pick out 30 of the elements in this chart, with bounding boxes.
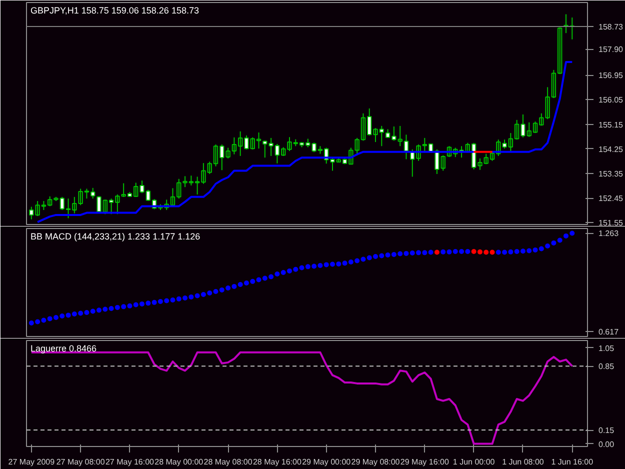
chart-title: Laguerre 0.8466 <box>30 344 97 354</box>
chart-title: BB MACD (144,233,21) 1.233 1.177 1.126 <box>30 232 200 242</box>
y-tick-label: 154.25 <box>598 144 624 154</box>
x-tick-label: 28 May 16:00 <box>252 458 302 466</box>
x-tick-label: 1 Jun 08:00 <box>502 458 544 466</box>
y-tick-label: 152.45 <box>598 194 624 204</box>
x-tick-label: 28 May 08:00 <box>204 458 253 466</box>
y-tick-label: 157.90 <box>598 45 624 54</box>
y-tick-label: 0.00 <box>598 440 615 449</box>
x-tick-label: 28 May 00:00 <box>154 458 204 466</box>
y-tick-label: 0.15 <box>598 426 615 436</box>
y-tick-label: 1.263 <box>598 229 620 238</box>
y-tick-label: 1.05 <box>598 344 615 353</box>
x-tick-label: 1 Jun 00:00 <box>452 458 496 466</box>
y-tick-label: 156.05 <box>598 96 624 105</box>
x-tick-label: 27 May 08:00 <box>56 458 106 466</box>
x-tick-label: 27 May 16:00 <box>105 458 155 466</box>
y-tick-label: 0.85 <box>598 362 615 372</box>
x-tick-label: 29 May 16:00 <box>400 458 450 466</box>
x-tick-label: 27 May 2009 <box>8 458 56 466</box>
y-tick-label: 151.55 <box>598 218 624 228</box>
y-tick-label: 153.35 <box>598 169 624 178</box>
chart-title: GBPJPY,H1 158.75 159.06 158.26 158.73 <box>30 6 199 16</box>
y-tick-label: 155.15 <box>598 120 624 130</box>
x-tick-label: 1 Jun 16:00 <box>551 458 594 466</box>
ref-line-label: 158.73 <box>598 22 624 32</box>
x-tick-label: 29 May 00:00 <box>302 458 352 466</box>
x-tick-label: 29 May 08:00 <box>351 458 400 466</box>
y-tick-label: 156.95 <box>598 71 624 80</box>
y-tick-label: 0.617 <box>598 327 620 336</box>
